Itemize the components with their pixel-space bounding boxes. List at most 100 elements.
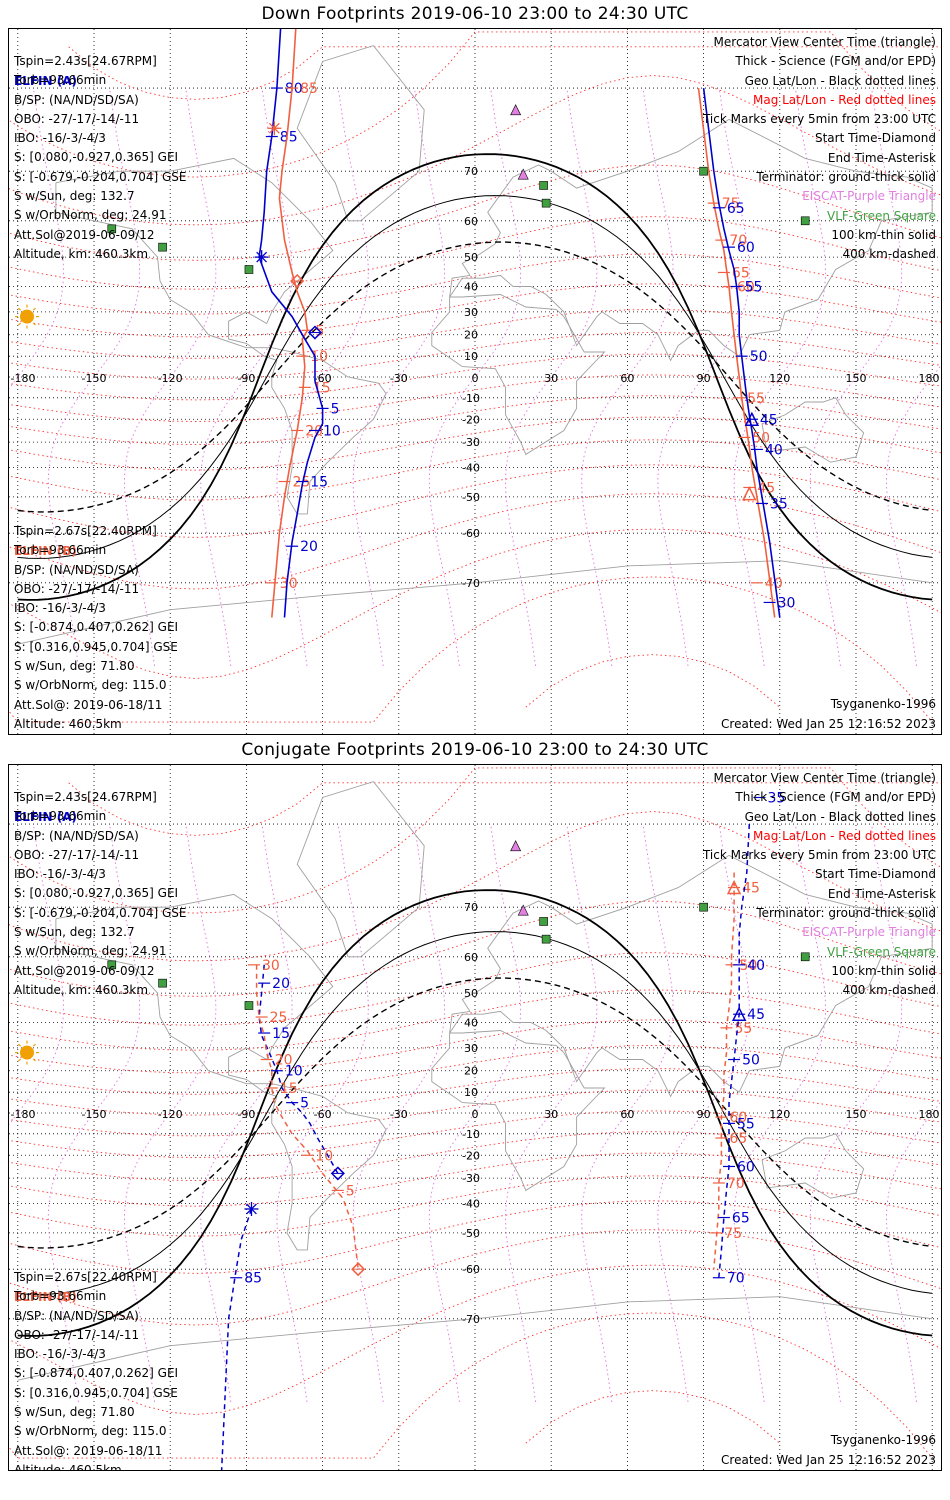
info-line-b: S: [-0.874,0.407,0.262] GEI: [14, 1366, 179, 1381]
continent-outline: [17, 560, 933, 645]
vlf-square: [107, 224, 117, 234]
elfin-b-east-tick-label: 40: [765, 576, 783, 592]
mag-meridian: [809, 88, 903, 666]
mag-parallel: [9, 332, 941, 380]
legend-line: Terminator: ground-thick solid: [756, 170, 936, 185]
continent-outline: [761, 1133, 865, 1199]
mag-parallel: [9, 989, 941, 1051]
legend-line: End Time-Asterisk: [827, 886, 936, 901]
info-line: Tspin=2.43s[24.67RPM]: [14, 790, 157, 804]
left-info-lines-conj: Tspin=2.43s[24.67RPM] Torb=93.66min B/SP: …: [14, 788, 187, 1000]
legend-line: Mag Lat/Lon - Red dotted lines: [752, 828, 936, 843]
mag-meridian: [47, 88, 141, 666]
legend-line: Mag Lat/Lon - Red dotted lines: [752, 92, 936, 107]
lat-tick-label: 70: [464, 165, 478, 178]
conj-a-east-tick-label: 50: [742, 1053, 760, 1069]
elfin-b-east-tick-label: 70: [729, 233, 747, 249]
mag-parallel: [9, 416, 941, 471]
mag-parallel: [9, 353, 941, 401]
mag-meridian: [124, 824, 217, 1402]
conj-a-east-tick-label: 65: [732, 1211, 750, 1227]
info-line: OBO: -27/-17/-14/-11: [14, 847, 140, 862]
sun-ray: [18, 322, 22, 326]
map-panel-down: -180 -150 -120 -90 -60 -30 0 30 60 90 120 150 180 70 6…: [8, 28, 942, 735]
mag-meridian: [428, 88, 522, 666]
lat-tick-label: 10: [464, 1086, 478, 1099]
mag-parallel: [9, 1175, 941, 1237]
legend-line: End Time-Asterisk: [827, 150, 936, 165]
terminator-ground: [17, 889, 933, 1337]
legend-line: Thick - Science (FGM and/or EPD): [735, 54, 936, 69]
vlf-square: [541, 934, 551, 944]
legend-line: EISCAT-Purple Triangle: [802, 189, 936, 204]
lon-tick-label: -180: [11, 372, 36, 385]
lat-tick-label: 40: [464, 1017, 478, 1030]
vlf-square: [541, 198, 551, 208]
lon-tick-label: 120: [769, 372, 790, 385]
conj-b-west-tick-label: 20: [275, 1053, 293, 1069]
mag-meridian: [9, 88, 64, 390]
panel-title-down: Down Footprints 2019-06-10 23:00 to 24:3…: [261, 4, 689, 24]
sun-ray: [32, 307, 36, 311]
conj-b-west-tick-label: 30: [262, 958, 280, 974]
lat-tick-label: -20: [462, 413, 480, 426]
mag-meridian: [352, 824, 445, 1402]
right-legend-conj: Mercator View Center Time (triangle) Thic…: [703, 769, 936, 1001]
conj-a-east-tick-label: 55: [737, 1116, 755, 1132]
lat-tick-label: -50: [462, 1227, 480, 1240]
lat-tick-label: 30: [464, 306, 478, 319]
credit-conj: Tsyganenko-1996: [830, 1433, 936, 1447]
vlf-square: [800, 216, 810, 226]
mag-meridian: [657, 824, 750, 1402]
legend-line: Geo Lat/Lon - Black dotted lines: [744, 73, 936, 88]
conj-b-east-tick-label: 60: [729, 1110, 747, 1126]
mag-parallel: [9, 952, 941, 1026]
lat-tick-label: -60: [462, 1263, 480, 1276]
continent-outline: [296, 781, 425, 958]
conj-a-east-tick-label: 60: [737, 1159, 755, 1175]
info-line: S w/Sun, deg: 132.7: [14, 925, 135, 940]
mag-parallel: [9, 1152, 941, 1207]
lon-tick-label: 90: [697, 1108, 711, 1121]
conj-a-east-tick-label: 45: [747, 1007, 765, 1023]
lat-tick-label: 50: [464, 251, 478, 264]
lon-tick-label: 180: [919, 1108, 940, 1121]
lon-tick-label: 30: [544, 372, 558, 385]
info-line-b: S w/Sun, deg: 71.80: [14, 659, 135, 674]
legend-line: Tick Marks every 5min from 23:00 UTC: [702, 112, 936, 127]
lon-tick-label: -30: [390, 372, 408, 385]
elfin-b-header: ELFIN (B): [14, 543, 77, 558]
left-info-b-lines-down: Tspin=2.67s[22.40RPM] Torb=93.66min B/SP: …: [14, 522, 178, 734]
continent-outline: [449, 854, 933, 1098]
mag-parallel: [9, 1068, 941, 1116]
lat-tick-label: -30: [462, 436, 480, 449]
map-svg-conjugate: -180 -150 -120 -90 -60 -30 0 30 60 90 120 150 180706…: [9, 765, 941, 1470]
vlf-square: [107, 960, 117, 970]
info-line-b: S: [0.316,0.945,0.704] GSE: [14, 639, 178, 654]
lon-tick-label: -30: [390, 1108, 408, 1121]
info-line-b: B/SP: (NA/ND/SD/SA): [14, 1308, 139, 1323]
elfin-b-east-tick-label: 75: [722, 196, 740, 212]
info-line-b: S w/OrbNorm, deg: 115.0: [14, 1424, 167, 1439]
mag-parallel: [9, 1200, 941, 1274]
mag-parallel: [9, 576, 933, 723]
vlf-square: [539, 181, 548, 190]
conj-b-west-tick-label: 25: [270, 1010, 288, 1026]
mag-parallel: [68, 46, 941, 100]
legend-line: Mercator View Center Time (triangle): [713, 771, 936, 785]
map-svg-down: -180 -150 -120 -90 -60 -30 0 30 60 90 120 150 180706…: [9, 29, 941, 734]
lon-tick-label: 180: [919, 372, 940, 385]
elfin-a-east-tick-label: 35: [770, 496, 788, 512]
terminator-400km: [17, 977, 933, 1249]
info-line-b: S w/OrbNorm, deg: 115.0: [14, 678, 167, 693]
lat-tick-label: 50: [464, 987, 478, 1000]
lon-tick-label: 150: [846, 372, 867, 385]
mag-parallel: [9, 767, 941, 914]
conj-b-east-tick-label: 50: [740, 958, 758, 974]
end-asterisk-a: [256, 251, 268, 263]
mag-meridian: [9, 824, 64, 1126]
lat-tick-label: -20: [462, 1149, 480, 1162]
elfin-a-west-track: [258, 256, 324, 618]
conj-b-east-tick-label: 70: [727, 1176, 745, 1192]
eiscat-triangle: [517, 904, 529, 916]
